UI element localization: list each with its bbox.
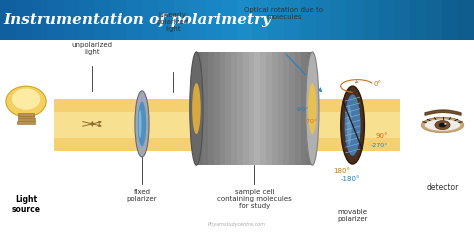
Ellipse shape	[306, 52, 319, 165]
Bar	[457, 0, 474, 40]
Bar	[0, 0, 17, 40]
Bar	[255, 52, 260, 165]
Bar	[32, 0, 48, 40]
Text: Instrumentation of polarimetry: Instrumentation of polarimetry	[4, 13, 272, 27]
Bar	[301, 52, 307, 165]
Ellipse shape	[308, 83, 317, 134]
Bar	[219, 52, 226, 165]
Bar	[307, 52, 312, 165]
Ellipse shape	[138, 101, 146, 146]
Bar	[442, 0, 458, 40]
Bar	[231, 52, 237, 165]
Bar	[110, 0, 127, 40]
Bar	[284, 0, 301, 40]
Bar	[126, 0, 143, 40]
Bar	[16, 0, 33, 40]
Bar	[18, 116, 34, 118]
Text: 180°: 180°	[334, 168, 351, 174]
Bar	[237, 0, 254, 40]
Bar	[226, 52, 231, 165]
Text: detector: detector	[426, 183, 459, 192]
Bar	[248, 52, 255, 165]
Bar	[205, 0, 222, 40]
Ellipse shape	[421, 118, 464, 133]
Text: Light
source: Light source	[11, 195, 41, 214]
Bar	[316, 0, 332, 40]
Bar	[394, 0, 411, 40]
Text: -270°: -270°	[371, 143, 388, 148]
Ellipse shape	[444, 123, 447, 125]
Text: unpolarized
light: unpolarized light	[72, 42, 113, 55]
Bar	[243, 52, 248, 165]
Bar	[347, 0, 364, 40]
Bar	[410, 0, 427, 40]
Text: -180°: -180°	[340, 176, 360, 182]
Ellipse shape	[439, 123, 447, 127]
Bar	[196, 52, 202, 165]
Bar	[379, 0, 395, 40]
Ellipse shape	[192, 83, 201, 134]
Ellipse shape	[347, 105, 352, 145]
Bar	[202, 52, 208, 165]
Ellipse shape	[425, 119, 460, 131]
Ellipse shape	[190, 52, 203, 165]
Bar	[47, 0, 64, 40]
Text: -90°: -90°	[296, 107, 309, 112]
Bar	[221, 0, 237, 40]
Ellipse shape	[6, 86, 46, 117]
Bar	[189, 0, 206, 40]
Bar	[79, 0, 96, 40]
Bar	[363, 0, 380, 40]
Ellipse shape	[12, 88, 40, 110]
Text: 90°: 90°	[375, 133, 388, 139]
Bar	[272, 52, 278, 165]
Bar	[18, 113, 34, 116]
Text: 0°: 0°	[374, 81, 382, 87]
Bar	[426, 0, 443, 40]
Bar	[268, 0, 285, 40]
Bar	[214, 52, 219, 165]
Bar	[289, 52, 295, 165]
Bar	[237, 52, 243, 165]
Text: Optical rotation due to
molecules: Optical rotation due to molecules	[245, 7, 323, 20]
Bar	[173, 0, 190, 40]
Text: Linearly
polarized
light: Linearly polarized light	[157, 12, 189, 32]
Bar	[278, 52, 283, 165]
Text: sample cell
containing molecules
for study: sample cell containing molecules for stu…	[217, 189, 292, 209]
Bar	[55, 99, 400, 151]
Bar	[283, 52, 289, 165]
Bar	[300, 0, 317, 40]
Bar	[63, 0, 80, 40]
Ellipse shape	[341, 86, 365, 164]
Ellipse shape	[435, 121, 450, 130]
Bar	[208, 52, 214, 165]
Ellipse shape	[135, 91, 149, 157]
Text: 270°: 270°	[303, 119, 318, 124]
Ellipse shape	[345, 94, 361, 156]
Bar	[158, 0, 174, 40]
Bar	[55, 112, 400, 138]
Bar	[260, 52, 266, 165]
Bar	[295, 52, 301, 165]
Text: fixed
polarizer: fixed polarizer	[127, 189, 157, 202]
Bar	[253, 0, 269, 40]
Bar	[196, 52, 312, 165]
Text: movable
polarizer: movable polarizer	[337, 209, 368, 222]
Bar	[266, 52, 272, 165]
Bar	[95, 0, 111, 40]
Bar	[17, 121, 35, 124]
Ellipse shape	[139, 110, 142, 138]
Bar	[142, 0, 159, 40]
Text: Priyamstudycentre.com: Priyamstudycentre.com	[208, 222, 265, 227]
Bar	[18, 118, 35, 121]
Bar	[331, 0, 348, 40]
